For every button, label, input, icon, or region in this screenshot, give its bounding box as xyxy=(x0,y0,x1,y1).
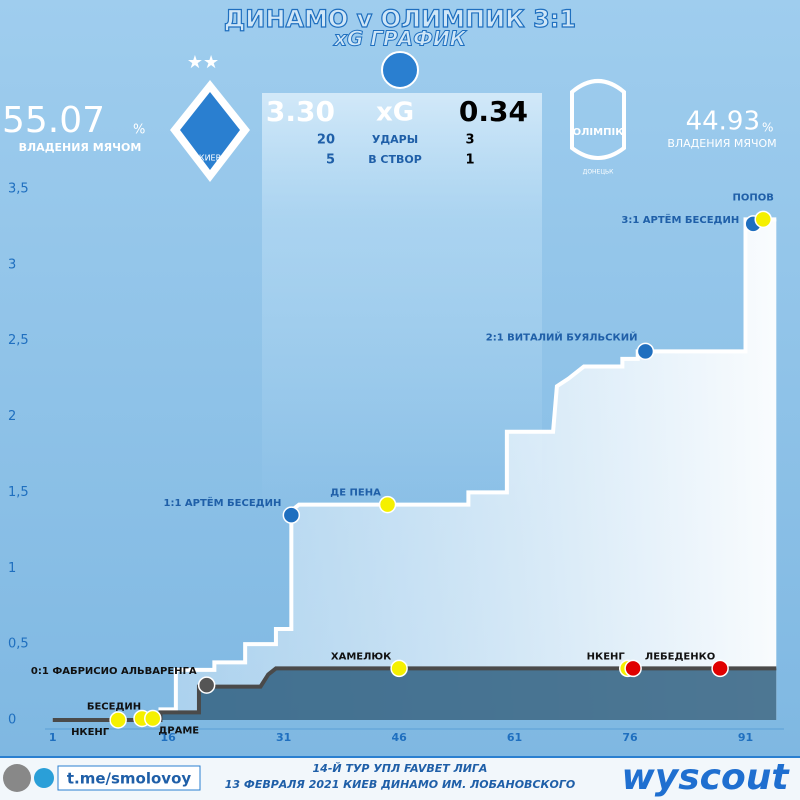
telegram-icon xyxy=(34,768,54,788)
x-tick-label: 1 xyxy=(49,731,57,744)
home-logo-text: КИЕВ xyxy=(199,154,221,163)
event-marker xyxy=(711,659,729,678)
event-marker xyxy=(197,676,216,694)
x-tick-label: 16 xyxy=(161,731,177,744)
x-tick-label: 61 xyxy=(507,731,522,744)
avatar xyxy=(3,764,31,792)
subtitle: xG ГРАФИК xyxy=(333,27,468,51)
plot: 0 0,5 1 1,5 2 2,5 3 3,5 1 16 31 46 61 76 91 1:1 АРТЁМ Б… xyxy=(8,182,784,744)
x-tick-label: 31 xyxy=(276,731,291,744)
league-logo xyxy=(381,51,419,89)
brand: wyscout xyxy=(621,757,790,798)
event-marker xyxy=(754,210,772,229)
event-label: 0:1 ФАБРИСИО АЛЬВАРЕНГА xyxy=(31,666,197,677)
event-label: ЛЕБЕДЕНКО xyxy=(645,651,715,662)
away-possession: 44.93 xyxy=(686,107,760,137)
home-possession: 55.07 xyxy=(2,100,105,141)
y-tick-label: 0 xyxy=(8,713,16,728)
event-label: НКЕНГ xyxy=(71,727,110,738)
event-label: НКЕНГ xyxy=(587,651,626,662)
area xyxy=(52,668,777,720)
round: 14-Й ТУР УПЛ FAVBET ЛИГА xyxy=(313,762,488,775)
stat-name: xG xyxy=(376,98,414,128)
stat-home: 20 xyxy=(317,133,335,148)
event-marker xyxy=(109,711,127,729)
event-marker xyxy=(636,342,655,361)
away-logo-subtext: ДОНЕЦЬК xyxy=(583,169,614,176)
stat-home: 3.30 xyxy=(266,95,335,128)
home-logo-inner xyxy=(180,92,240,170)
away-possession-label: ВЛАДЕНИЯ МЯЧОМ xyxy=(667,137,776,150)
match-info: 13 ФЕВРАЛЯ 2021 КИЕВ ДИНАМО ИМ. ЛОБАНОВС… xyxy=(225,778,575,791)
channel-box[interactable] xyxy=(57,765,201,791)
home-possession-unit: % xyxy=(133,123,145,138)
event-label: ДРАМЕ xyxy=(158,725,199,736)
y-tick-label: 1 xyxy=(8,561,16,576)
stars: ★★ xyxy=(187,52,219,73)
event-label: 3:1 АРТЁМ БЕСЕДИН xyxy=(621,212,739,226)
line xyxy=(52,217,777,722)
x-tick-label: 76 xyxy=(622,731,638,744)
event-marker xyxy=(624,659,642,678)
away-possession-unit: % xyxy=(762,121,773,135)
stat-away: 3 xyxy=(465,133,474,148)
event-label: ДЕ ПЕНА xyxy=(330,488,381,499)
y-tick-label: 0,5 xyxy=(8,637,29,652)
event-label: БЕСЕДИН xyxy=(87,701,141,712)
y-tick-label: 2 xyxy=(8,409,16,424)
y-tick-label: 1,5 xyxy=(8,485,29,500)
event-marker xyxy=(282,506,301,524)
event-label: 1:1 АРТЁМ БЕСЕДИН xyxy=(164,495,282,509)
x-tick-label: 46 xyxy=(391,731,407,744)
home-possession-label: ВЛАДЕНИЯ МЯЧОМ xyxy=(19,141,142,154)
event-marker xyxy=(144,709,162,728)
y-tick-label: 2,5 xyxy=(8,333,29,348)
y-tick-label: 3 xyxy=(8,257,16,272)
event-marker xyxy=(378,495,397,514)
event-marker xyxy=(390,659,408,678)
channel[interactable]: t.me/smolovoy xyxy=(67,770,192,788)
away-logo-text: ОЛІМПІК xyxy=(573,127,625,138)
stat-name: В СТВОР xyxy=(368,153,422,166)
event-label: ПОПОВ xyxy=(733,192,774,203)
event-label: ХАМЕЛЮК xyxy=(331,651,392,662)
event-label: 2:1 ВИТАЛИЙ БУЯЛЬСКИЙ xyxy=(486,330,638,343)
x-tick-label: 91 xyxy=(738,731,753,744)
stats-table: 3.30 xG 0.34 20 УДАРЫ 3 5 В СТВОР 1 xyxy=(266,95,528,168)
title: ДИНАМО v ОЛИМПИК 3:1 xyxy=(224,5,576,33)
stat-away: 0.34 xyxy=(459,95,528,128)
stats-column xyxy=(262,93,542,513)
stat-home: 5 xyxy=(326,153,335,168)
stat-away: 1 xyxy=(465,153,474,168)
area xyxy=(52,219,777,721)
y-tick-label: 3,5 xyxy=(8,182,29,197)
stat-name: УДАРЫ xyxy=(372,133,418,146)
away-logo xyxy=(570,79,626,160)
